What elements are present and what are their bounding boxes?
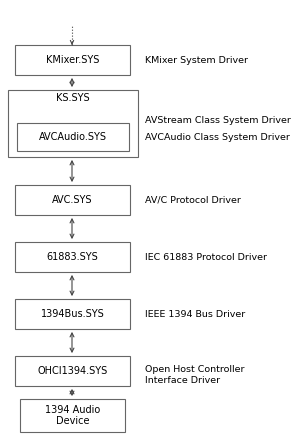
Text: OHCI1394.SYS: OHCI1394.SYS: [37, 366, 108, 376]
Text: KMixer System Driver: KMixer System Driver: [145, 55, 248, 65]
Text: KMixer.SYS: KMixer.SYS: [46, 55, 99, 65]
Bar: [15, 45, 130, 75]
Bar: [15, 185, 130, 215]
Text: 1394Bus.SYS: 1394Bus.SYS: [41, 309, 104, 319]
Text: Open Host Controller
Interface Driver: Open Host Controller Interface Driver: [145, 365, 245, 385]
Text: AVCAudio Class System Driver: AVCAudio Class System Driver: [145, 132, 290, 142]
Text: KS.SYS: KS.SYS: [56, 93, 90, 103]
Text: 61883.SYS: 61883.SYS: [47, 252, 98, 262]
Bar: [15, 242, 130, 272]
Bar: [17, 123, 129, 151]
Text: IEC 61883 Protocol Driver: IEC 61883 Protocol Driver: [145, 253, 267, 261]
Text: 1394 Audio
Device: 1394 Audio Device: [45, 405, 100, 426]
Text: AVC.SYS: AVC.SYS: [52, 195, 93, 205]
Text: AVCAudio.SYS: AVCAudio.SYS: [39, 132, 107, 142]
Text: AV/C Protocol Driver: AV/C Protocol Driver: [145, 195, 241, 205]
Bar: [15, 299, 130, 329]
Bar: [20, 399, 125, 432]
Text: IEEE 1394 Bus Driver: IEEE 1394 Bus Driver: [145, 309, 245, 319]
Bar: [15, 356, 130, 386]
Text: AVStream Class System Driver: AVStream Class System Driver: [145, 116, 291, 125]
Bar: [8, 90, 138, 157]
